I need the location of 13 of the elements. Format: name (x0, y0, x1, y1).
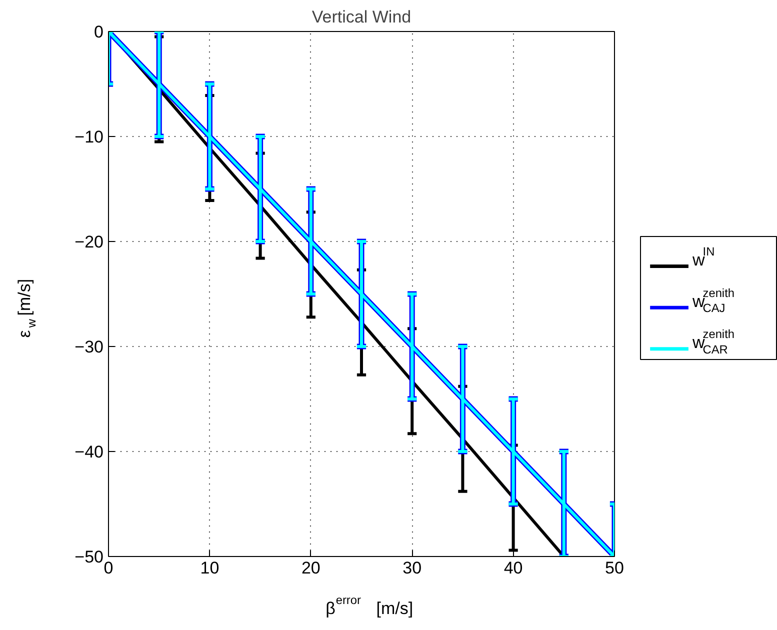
y-tick-label: −20 (74, 232, 104, 252)
y-tick-label: −40 (74, 442, 104, 462)
x-tick-label: 40 (504, 558, 523, 578)
x-tick-label: 20 (301, 558, 320, 578)
y-tick-label: −10 (74, 128, 104, 146)
x-tick-label: 30 (402, 558, 422, 578)
y-tick-label: −50 (74, 548, 104, 566)
y-axis-title: εw [m/s] (15, 278, 38, 338)
x-tick-label: 50 (605, 558, 624, 578)
chart-title: Vertical Wind (312, 8, 412, 26)
y-tick-label: −30 (74, 338, 104, 356)
x-tick-label: 10 (200, 558, 220, 578)
y-tick-label: 0 (94, 22, 104, 42)
